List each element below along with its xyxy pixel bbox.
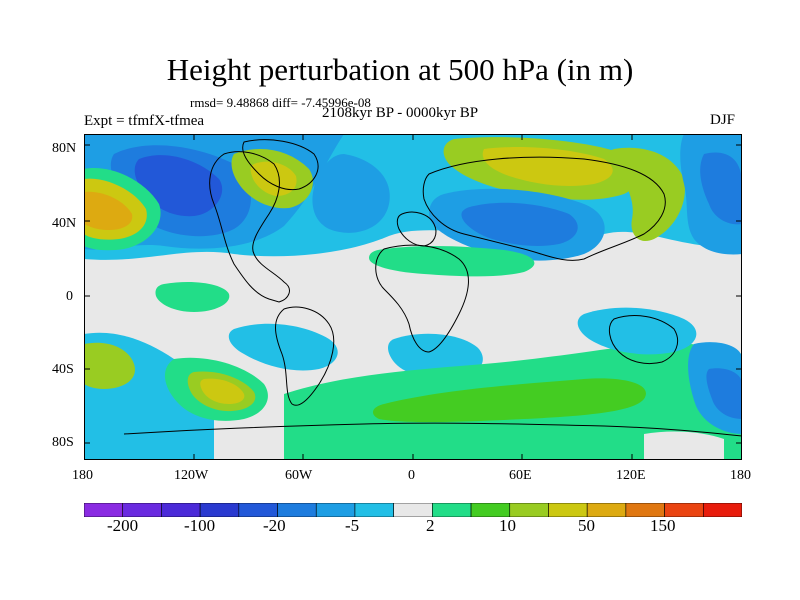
nw-pacific-low-core [700,152,742,225]
asia-coast [422,156,666,261]
antarctica-coast [123,422,742,437]
colorbar-swatch [277,503,317,517]
colorbar-swatch [161,503,201,517]
tropical-positive [369,246,535,277]
colorbar-label: 50 [578,516,595,535]
colorbar-swatch [84,503,124,517]
x-tick-label: 0 [408,468,415,483]
y-tick-label: 80S [52,435,74,450]
colorbar-swatch [432,503,472,517]
east-pacific-positive [155,282,230,312]
southern-ocean-positive-core [372,378,646,423]
colorbar-swatch [509,503,549,517]
colorbar-label: 150 [650,516,676,535]
colorbar-swatch [625,503,665,517]
sw-pacific-low-core [706,368,742,419]
height-perturbation-map [84,134,742,460]
colorbar-label: -100 [184,516,216,535]
colorbar-swatch [393,503,433,517]
colorbar-swatch [586,503,627,517]
y-tick-label: 40N [52,216,77,231]
colorbar-label: -5 [345,516,360,535]
north-america-coast [209,151,290,303]
colorbar-label: 10 [499,516,516,535]
plot-title: Height perturbation at 500 hPa (in m) [166,52,634,87]
eurasia-low-core [461,202,578,247]
atlantic-low [312,154,390,233]
colorbar-swatch [470,503,511,517]
x-tick-label: 120W [174,468,209,483]
colorbar-swatch [548,503,588,517]
x-tick-label: 60E [509,468,532,483]
tick-marks [84,134,742,460]
east-asia-high [608,147,685,242]
south-america-coast [275,306,335,406]
y-tick-label: 80N [52,141,77,156]
colorbar-swatch [199,503,240,517]
colorbar-swatch [702,503,742,517]
colorbar-swatch [122,503,162,517]
period-line: 2108kyr BP - 0000kyr BP [322,105,479,121]
x-tick-label: 180 [72,468,93,483]
south-pacific-high-west [84,342,135,389]
colorbar [84,503,742,517]
colorbar-swatch [354,503,394,517]
siberia-high [482,147,613,187]
south-pacific-high-core [200,378,245,404]
x-tick-label: 60W [285,468,313,483]
australia-coast [608,315,678,365]
antarctic-neutral [644,431,724,460]
colorbar-label: -20 [263,516,286,535]
south-america-low [228,323,338,371]
coastlines [123,139,742,437]
greenland-coast [242,139,319,191]
australia-low [577,307,697,355]
x-tick-label: 180 [730,468,751,483]
colorbar-swatch [238,503,278,517]
colorbar-swatch [664,503,704,517]
pacific-high-core [84,191,133,230]
greenland-high-core [250,161,297,196]
colorbar-swatch [315,503,356,517]
season-label: DJF [710,112,736,128]
colorbar-label: 2 [426,516,435,535]
x-tick-label: 120E [616,468,646,483]
stats-line: rmsd= 9.48868 diff= -7.45996e-08 [190,95,371,110]
contour-field [84,134,742,460]
experiment-label: Expt = tfmfX-tfmea [84,113,205,129]
y-tick-label: 40S [52,362,74,377]
colorbar-label: -200 [107,516,139,535]
africa-coast [375,244,469,353]
y-tick-label: 0 [66,289,73,304]
